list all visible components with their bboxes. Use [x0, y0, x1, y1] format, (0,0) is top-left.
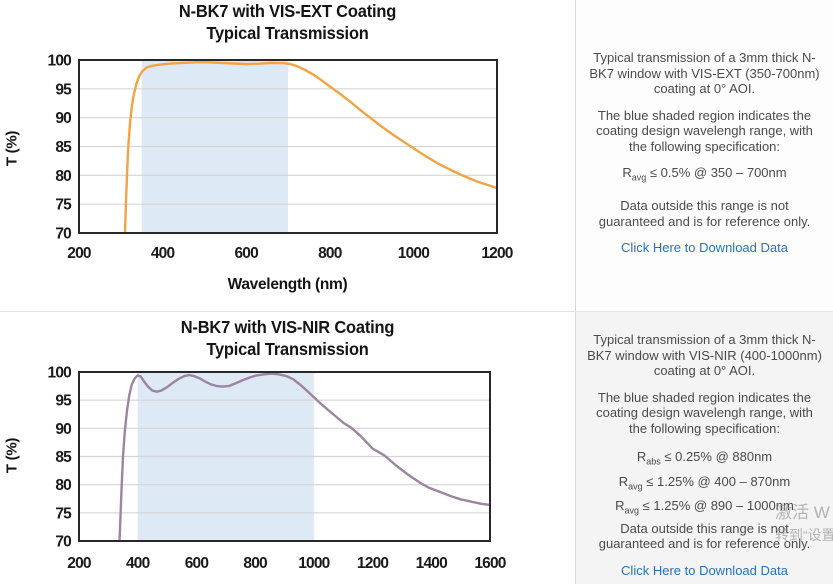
spec-symbol: R: [622, 165, 632, 180]
spec-symbol: R: [615, 498, 625, 514]
svg-text:80: 80: [55, 168, 71, 185]
spec-symbol: R: [618, 473, 629, 489]
svg-text:400: 400: [126, 555, 150, 572]
chart-title: N-BK7 with VIS-NIR Coating: [180, 317, 395, 337]
svg-text:1400: 1400: [416, 555, 447, 572]
spec-value: ≤ 0.5% @ 350 – 700nm: [646, 165, 787, 180]
spec-subscript: avg: [624, 505, 640, 516]
vis-nir-info-panel: Typical transmission of a 3mm thick N-BK…: [576, 312, 833, 584]
chart-title: N-BK7 with VIS-EXT Coating: [178, 1, 397, 21]
horizontal-divider: [0, 311, 833, 312]
svg-text:100: 100: [48, 53, 72, 70]
shaded-region-note: The blue shaded region indicates the coa…: [596, 107, 813, 154]
spec-subscript: abs: [646, 456, 661, 467]
svg-text:600: 600: [234, 245, 258, 262]
svg-text:80: 80: [55, 477, 71, 494]
description-text: Typical transmission of a 3mm thick N-BK…: [587, 332, 822, 378]
vis-ext-plot: 70 75 80 85 90 95 100 200 400 600 800 1000 1200: [48, 53, 514, 263]
spec-value: ≤ 1.25% @ 890 – 1000nm: [639, 498, 794, 514]
svg-text:800: 800: [318, 245, 342, 262]
chart-subtitle: Typical Transmission: [206, 339, 369, 359]
spec-line: Rabs ≤ 0.25% @ 880nm: [587, 447, 822, 472]
svg-text:70: 70: [55, 226, 71, 243]
svg-text:400: 400: [151, 245, 175, 262]
svg-text:1000: 1000: [398, 245, 429, 262]
svg-text:600: 600: [185, 555, 209, 572]
spec-subscript: avg: [631, 172, 647, 183]
spec-line: Ravg ≤ 0.5% @ 350 – 700nm: [587, 165, 822, 186]
description-text: Typical transmission of a 3mm thick N-BK…: [589, 50, 820, 96]
disclaimer-text: Data outside this range is not guarantee…: [598, 198, 811, 229]
svg-text:100: 100: [48, 365, 72, 382]
svg-text:95: 95: [55, 393, 72, 410]
vis-ext-chart: N-BK7 with VIS-EXT Coating Typical Trans…: [0, 0, 575, 311]
spec-line: Ravg ≤ 1.25% @ 400 – 870nm: [587, 472, 822, 497]
spec-list: Rabs ≤ 0.25% @ 880nm Ravg ≤ 1.25% @ 400 …: [587, 447, 822, 521]
svg-text:95: 95: [55, 81, 72, 98]
svg-text:1200: 1200: [481, 245, 512, 262]
x-axis-label: Wavelength (nm): [227, 276, 348, 293]
svg-text:200: 200: [67, 245, 91, 262]
svg-text:200: 200: [67, 555, 91, 572]
svg-text:1000: 1000: [298, 555, 329, 572]
svg-text:85: 85: [55, 449, 72, 466]
spec-value: ≤ 0.25% @ 880nm: [660, 449, 773, 464]
svg-text:70: 70: [55, 534, 71, 551]
disclaimer-text: Data outside this range is not guarantee…: [598, 520, 811, 552]
chart-subtitle: Typical Transmission: [206, 23, 369, 43]
svg-text:90: 90: [55, 421, 71, 438]
vertical-divider: [575, 0, 576, 584]
svg-text:90: 90: [55, 110, 71, 127]
svg-text:1200: 1200: [357, 555, 388, 572]
vis-nir-chart: N-BK7 with VIS-NIR Coating Typical Trans…: [0, 311, 575, 584]
spec-subscript: avg: [628, 481, 643, 492]
svg-text:800: 800: [243, 555, 267, 572]
spec-value: ≤ 1.25% @ 400 – 870nm: [642, 473, 791, 489]
download-data-link[interactable]: Click Here to Download Data: [621, 240, 788, 256]
svg-text:85: 85: [55, 139, 72, 156]
shaded-region-note: The blue shaded region indicates the coa…: [596, 389, 813, 436]
vis-ext-info-panel: Typical transmission of a 3mm thick N-BK…: [576, 0, 833, 311]
download-data-link[interactable]: Click Here to Download Data: [621, 562, 788, 578]
svg-text:75: 75: [55, 197, 72, 214]
spec-line: Ravg ≤ 1.25% @ 890 – 1000nm: [587, 496, 822, 521]
svg-text:75: 75: [55, 505, 72, 522]
spec-symbol: R: [636, 449, 647, 464]
vis-nir-plot: 70 75 80 85 90 95 100 200 400 600 800 1000 1200 1400 1…: [48, 365, 507, 573]
svg-text:1600: 1600: [474, 555, 505, 572]
